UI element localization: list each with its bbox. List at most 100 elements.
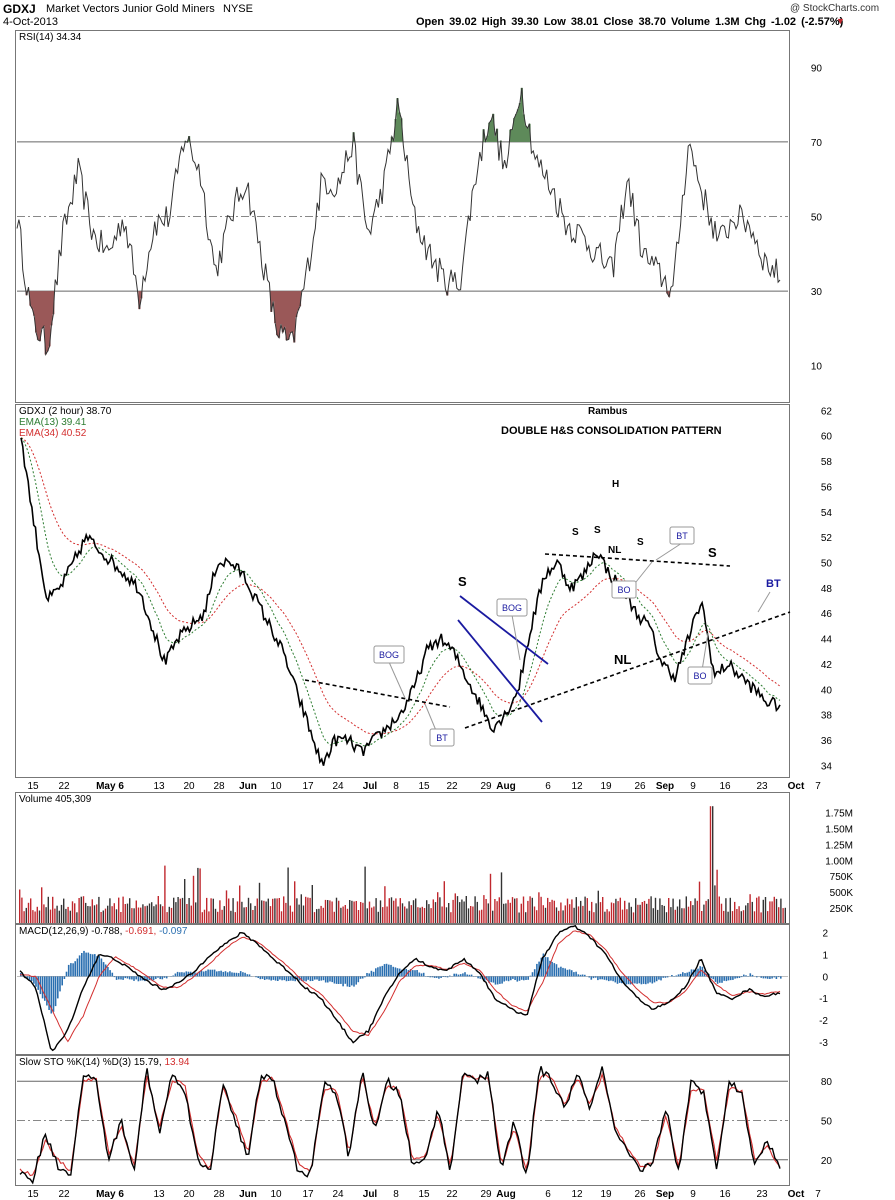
volume-bar — [135, 900, 137, 923]
macd-hist-bar — [618, 976, 621, 983]
price-tick-label: 60 — [821, 432, 833, 443]
volume-bar — [738, 906, 740, 923]
volume-bar — [162, 906, 164, 923]
macd-hist-bar — [359, 976, 362, 979]
macd-hist-bar — [137, 976, 140, 982]
volume-bar — [782, 908, 784, 923]
volume-bar — [555, 907, 558, 923]
macd-panel: MACD(12,26,9) -0.788, -0.691, -0.097 — [15, 924, 790, 1055]
macd-hist-bar — [766, 976, 769, 979]
macd-hist-bar — [490, 976, 492, 983]
macd-hist-bar — [331, 976, 333, 983]
volume-bar — [727, 911, 729, 923]
volume-bar — [652, 908, 654, 923]
volume-bar — [492, 910, 494, 923]
chart-header: GDXJ Market Vectors Junior Gold Miners N… — [0, 0, 895, 30]
volume-bar — [327, 900, 329, 923]
volume-bar — [157, 896, 159, 923]
date-axis-label: 22 — [58, 1189, 70, 1200]
volume-bar — [366, 908, 368, 923]
volume-bar — [415, 898, 417, 923]
macd-hist-bar — [603, 976, 606, 980]
macd-hist-bar — [453, 973, 455, 977]
sto-d-value: 13.94 — [164, 1057, 190, 1068]
macd-hist-bar — [135, 976, 137, 980]
volume-bar — [351, 900, 353, 923]
macd-hist-bar — [385, 963, 388, 977]
volume-bar — [514, 898, 516, 923]
volume-bar — [346, 908, 349, 923]
macd-hist-bar — [671, 975, 673, 977]
volume-bar — [595, 903, 597, 923]
volume-bar — [668, 898, 670, 923]
macd-hist-bar — [163, 976, 166, 978]
volume-bar — [463, 901, 465, 923]
volume-bar — [643, 900, 646, 923]
volume-bar — [305, 896, 307, 923]
macd-hist-bar — [41, 976, 44, 999]
volume-bar — [179, 898, 181, 923]
sto-tick-label: 20 — [821, 1156, 833, 1167]
macd-hist-bar — [553, 963, 556, 977]
volume-bar — [137, 907, 140, 923]
volume-bar — [494, 899, 496, 923]
macd-hist-bar — [719, 976, 721, 983]
symbol: GDXJ — [3, 2, 36, 16]
macd-hist-bar — [257, 976, 259, 978]
volume-bar — [617, 901, 619, 923]
macd-hist-bar — [202, 971, 205, 977]
date-axis-label: 29 — [480, 781, 492, 792]
macd-label: MACD(12,26,9) -0.788, -0.691, -0.097 — [19, 926, 187, 937]
volume-bar — [155, 904, 157, 923]
volume-bar — [670, 907, 672, 923]
bt-label-right: BT — [766, 578, 781, 590]
macd-hist-bar — [233, 972, 235, 977]
volume-bar — [45, 907, 47, 923]
macd-hist-bar — [246, 974, 249, 977]
macd-hist-bar — [520, 976, 523, 980]
volume-bar — [377, 911, 379, 923]
date-axis-label: Jul — [363, 781, 378, 792]
macd-hist-bar — [732, 976, 734, 980]
volume-bar — [278, 898, 280, 923]
volume-bar — [142, 904, 144, 923]
volume-bar — [93, 905, 96, 923]
volume-bar — [443, 881, 445, 923]
date-axis-label: 8 — [393, 781, 399, 792]
volume-bar — [316, 909, 318, 923]
macd-hist-bar — [422, 972, 425, 977]
macd-hist-bar — [263, 976, 266, 980]
macd-hist-bar — [477, 976, 479, 979]
macd-tick-label: -2 — [819, 1016, 828, 1027]
volume-bar — [428, 904, 430, 923]
macd-hist-bar — [290, 976, 292, 981]
date-axis-label: 24 — [332, 781, 344, 792]
volume-bar — [54, 908, 56, 923]
macd-hist-bar — [340, 976, 342, 984]
volume-bar — [300, 894, 302, 923]
volume-bar — [364, 866, 366, 923]
volume-bar — [118, 897, 120, 923]
macd-hist-bar — [616, 976, 619, 984]
right-shoulder-neckline — [544, 553, 731, 567]
macd-hist-bar — [679, 973, 682, 977]
bog-callout-pointer — [511, 614, 521, 661]
bog-callout-pointer — [388, 661, 406, 699]
macd-hist-bar — [159, 976, 161, 980]
date-axis-label: 22 — [446, 781, 458, 792]
sto-k-line — [19, 1066, 781, 1185]
macd-hist-bar — [48, 976, 50, 1010]
macd-tick-label: -1 — [819, 994, 828, 1005]
macd-hist-bar — [407, 970, 410, 977]
macd-hist-bar — [605, 976, 608, 981]
left-neckline — [304, 679, 451, 708]
macd-hist-bar — [612, 976, 614, 982]
volume-bar — [406, 908, 408, 923]
macd-hist-bar — [775, 976, 778, 979]
volume-bar — [298, 904, 300, 923]
macd-tick-label: 2 — [822, 929, 828, 940]
macd-hist-bar — [266, 976, 268, 980]
macd-hist-bar — [54, 976, 57, 1007]
macd-hist-bar — [139, 976, 142, 981]
volume-bar — [412, 900, 415, 923]
